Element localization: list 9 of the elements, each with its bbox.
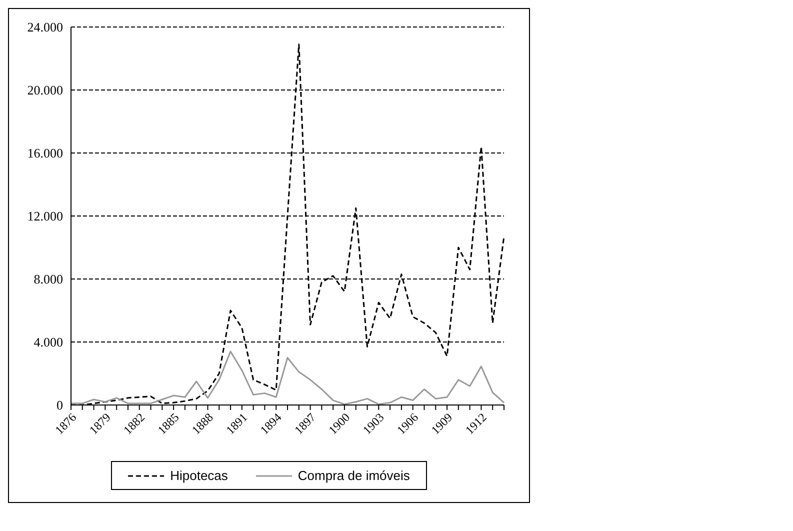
y-tick-label: 8.000 bbox=[34, 272, 63, 287]
y-tick-label: 12.000 bbox=[27, 208, 63, 224]
y-tick-label: 20.000 bbox=[27, 82, 63, 98]
y-tick-label: 16.000 bbox=[27, 146, 63, 161]
legend-label: Hipotecas bbox=[169, 468, 228, 483]
legend-label: Compra de imóveis bbox=[296, 468, 410, 483]
y-tick-label: 4.000 bbox=[34, 334, 63, 350]
y-tick-label: 24.000 bbox=[27, 20, 63, 35]
y-tick-label: 0 bbox=[56, 398, 63, 413]
